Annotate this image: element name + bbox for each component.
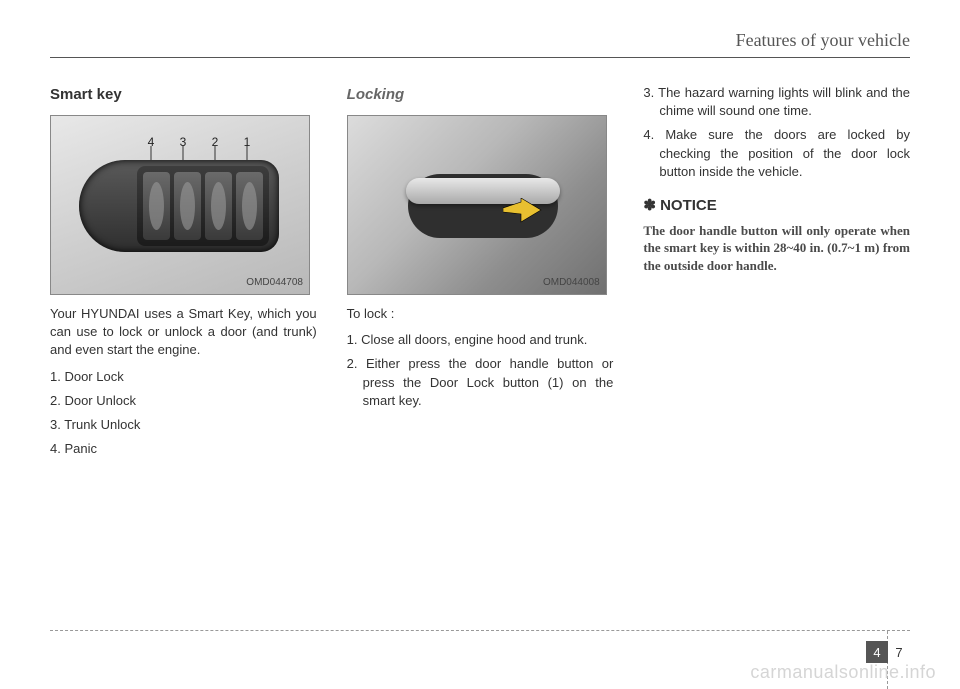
lock-step-1: 1. Close all doors, engine hood and trun… [347, 331, 614, 349]
key-button-trunk [174, 172, 201, 240]
manual-page: Features of your vehicle Smart key 4 3 2… [0, 0, 960, 689]
lock-step-3: 3. The hazard warning lights will blink … [643, 84, 910, 120]
smart-key-heading: Smart key [50, 84, 317, 105]
smart-key-figure: 4 3 2 1 OMD044708 [50, 115, 310, 295]
section-title: Features of your vehicle [736, 30, 910, 50]
column-locking: Locking OMD044008 To lock : 1. Close all… [347, 84, 614, 464]
notice-body: The door handle button will only operate… [643, 222, 910, 275]
key-button-panel [137, 166, 269, 246]
smart-key-intro: Your HYUNDAI uses a Smart Key, which you… [50, 305, 317, 360]
locking-heading: Locking [347, 84, 614, 105]
to-lock-lead: To lock : [347, 305, 614, 323]
lock-step-2: 2. Either press the door handle button o… [347, 355, 614, 410]
page-number: 7 [888, 641, 910, 663]
key-button-unlock [205, 172, 232, 240]
key-button-lock [236, 172, 263, 240]
section-number: 4 [866, 641, 888, 663]
figure-code: OMD044008 [543, 276, 600, 290]
footer-dash-horizontal [50, 630, 910, 631]
page-number-box: 4 7 [866, 641, 910, 663]
figure-code: OMD044708 [246, 276, 303, 290]
column-continued: 3. The hazard warning lights will blink … [643, 84, 910, 464]
key-button-panic [143, 172, 170, 240]
page-header: Features of your vehicle [50, 30, 910, 58]
watermark-text: carmanualsonline.info [750, 662, 936, 683]
pointer-arrow-icon [503, 198, 543, 229]
content-columns: Smart key 4 3 2 1 [50, 84, 910, 464]
lock-step-4: 4. Make sure the doors are locked by che… [643, 126, 910, 181]
notice-heading: ✽ NOTICE [643, 195, 910, 216]
column-smart-key: Smart key 4 3 2 1 [50, 84, 317, 464]
key-fn-1: 1. Door Lock [50, 368, 317, 386]
door-handle-figure: OMD044008 [347, 115, 607, 295]
key-fn-2: 2. Door Unlock [50, 392, 317, 410]
key-fn-3: 3. Trunk Unlock [50, 416, 317, 434]
key-fn-4: 4. Panic [50, 440, 317, 458]
